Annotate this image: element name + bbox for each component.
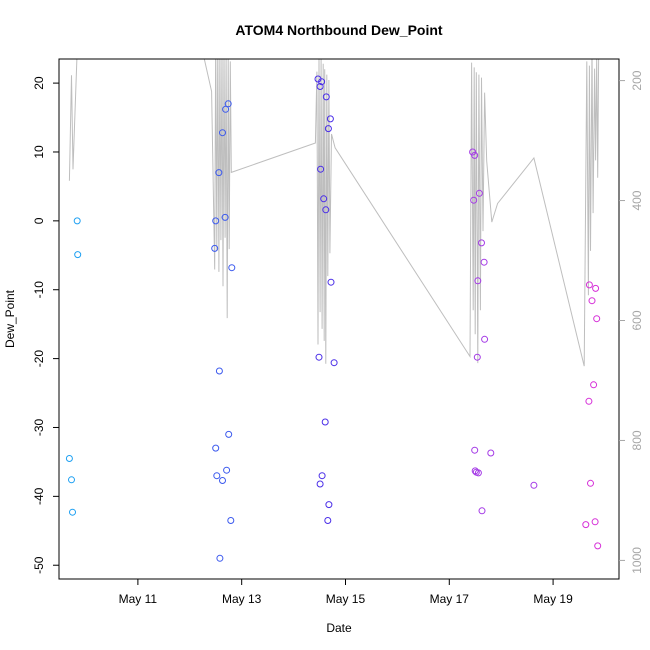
data-point [591, 518, 599, 526]
data-point [470, 196, 478, 204]
data-point [228, 264, 236, 272]
data-point [474, 277, 482, 285]
data-point [325, 501, 333, 509]
data-point [216, 554, 224, 562]
data-point [475, 189, 483, 197]
data-point [322, 206, 330, 214]
y-tick-label: 10 [32, 145, 46, 159]
data-point [222, 105, 230, 113]
data-point [212, 217, 220, 225]
y-tick-label: -10 [32, 281, 46, 299]
data-point [592, 284, 600, 292]
data-point [225, 430, 233, 438]
y-tick-label: -20 [32, 350, 46, 368]
data-point [219, 477, 226, 484]
data-point [219, 129, 226, 137]
x-tick-label: May 19 [533, 592, 573, 606]
y2-tick-label: 1000 [630, 547, 644, 574]
data-point [316, 480, 324, 488]
data-point [327, 278, 335, 286]
data-point [224, 100, 232, 108]
data-point [315, 353, 323, 361]
data-point [211, 244, 219, 252]
data-point [469, 148, 477, 156]
data-point [487, 449, 495, 457]
data-point [590, 381, 598, 389]
y-tick-label: 20 [32, 76, 46, 90]
data-point [73, 217, 81, 225]
data-point [317, 165, 325, 173]
data-point [68, 476, 75, 484]
data-point [321, 418, 329, 426]
data-point [212, 444, 220, 452]
x-tick-label: May 17 [430, 592, 470, 606]
data-point [322, 93, 330, 101]
data-point [324, 517, 332, 524]
data-point [326, 115, 334, 123]
data-point [593, 315, 601, 323]
x-tick-label: May 11 [119, 592, 158, 606]
y-axis-label: Dew_Point [3, 289, 17, 348]
data-point [478, 239, 485, 247]
data-point [474, 469, 482, 477]
y-tick-label: -30 [32, 418, 46, 436]
data-point [530, 481, 538, 489]
y2-tick-label: 800 [630, 430, 644, 450]
data-point [318, 78, 326, 86]
data-point [473, 353, 481, 361]
data-point [582, 521, 590, 529]
data-point [478, 507, 486, 515]
data-point [471, 446, 479, 454]
data-point [221, 213, 229, 221]
y2-tick-label: 600 [630, 310, 644, 330]
pressure-line [68, 59, 600, 367]
data-point [215, 367, 223, 375]
data-point [324, 125, 332, 133]
y-tick-label: -50 [32, 556, 46, 574]
y2-axis: 200 400 600 800 1000 [619, 70, 644, 574]
data-points-layer [65, 75, 602, 562]
data-point [480, 258, 488, 266]
data-point [69, 508, 76, 516]
pressure-line-layer [68, 59, 600, 367]
y-tick-label: -40 [32, 487, 46, 505]
y2-tick-label: 400 [630, 190, 644, 210]
data-point [215, 169, 223, 177]
y-axis: 20 10 0 -10 -20 -30 -40 -50 [32, 76, 60, 574]
x-axis: May 11 May 13 May 15 May 17 May 19 [119, 579, 573, 606]
data-point [585, 397, 593, 405]
data-point [330, 359, 338, 367]
data-point [316, 83, 324, 90]
x-axis-label: Date [326, 621, 352, 635]
data-point [318, 472, 326, 480]
data-point [223, 466, 231, 474]
data-point [320, 195, 328, 203]
x-tick-label: May 13 [222, 592, 262, 606]
data-point [481, 335, 489, 343]
data-point [588, 297, 596, 305]
data-point [227, 517, 235, 524]
y2-tick-label: 200 [630, 70, 644, 90]
data-point [65, 455, 73, 462]
x-tick-label: May 15 [326, 592, 366, 606]
data-point [213, 472, 221, 480]
chart-title: ATOM4 Northbound Dew_Point [235, 22, 442, 38]
data-point [594, 542, 602, 550]
data-point [74, 251, 82, 259]
data-point [471, 151, 479, 159]
data-point [587, 479, 594, 487]
data-point [585, 281, 593, 289]
y-tick-label: 0 [32, 217, 46, 224]
